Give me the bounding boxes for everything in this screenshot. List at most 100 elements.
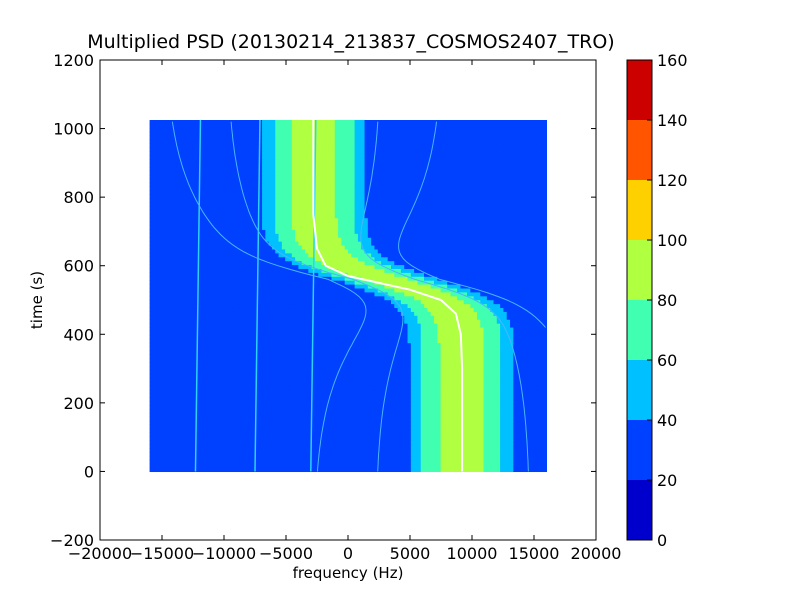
heatmap-cell <box>397 412 402 418</box>
heatmap-cell <box>232 358 237 363</box>
heatmap-cell <box>232 459 237 465</box>
heatmap-cell <box>338 311 342 316</box>
heatmap-cell <box>291 323 296 328</box>
heatmap-cell <box>242 362 247 367</box>
heatmap-cell <box>410 354 415 359</box>
heatmap-cell <box>348 424 352 430</box>
heatmap-cell <box>536 432 541 437</box>
heatmap-cell <box>357 436 362 441</box>
heatmap-cell <box>169 319 174 324</box>
heatmap-cell <box>176 354 180 359</box>
heatmap-cell <box>265 436 270 441</box>
heatmap-cell <box>176 385 180 391</box>
heatmap-cell <box>400 330 405 336</box>
heatmap-cell <box>242 319 247 324</box>
heatmap-cell <box>433 369 438 375</box>
heatmap-cell <box>248 401 253 406</box>
heatmap-cell <box>443 424 448 430</box>
heatmap-cell <box>500 315 505 320</box>
heatmap-cell <box>321 436 326 441</box>
heatmap-cell <box>245 455 250 461</box>
heatmap-cell <box>453 448 458 453</box>
heatmap-cell <box>377 346 382 351</box>
heatmap-cell <box>278 323 283 328</box>
heatmap-cell <box>433 408 438 414</box>
heatmap-cell <box>543 373 547 379</box>
heatmap-cell <box>374 448 379 453</box>
heatmap-cell <box>199 436 204 441</box>
heatmap-cell <box>364 408 369 414</box>
heatmap-cell <box>414 397 419 402</box>
heatmap-cell <box>205 319 210 324</box>
heatmap-cell <box>506 362 511 367</box>
heatmap-cell <box>361 358 366 363</box>
heatmap-cell <box>493 455 498 461</box>
heatmap-cell <box>338 385 342 391</box>
heatmap-cell <box>172 311 177 316</box>
heatmap-cell <box>262 319 266 324</box>
heatmap-cell <box>152 377 157 383</box>
heatmap-cell <box>351 362 356 367</box>
heatmap-cell <box>324 424 329 430</box>
heatmap-cell <box>199 420 204 426</box>
heatmap-cell <box>463 420 468 426</box>
heatmap-cell <box>285 338 290 344</box>
heatmap-cell <box>467 323 471 328</box>
heatmap-cell <box>390 451 395 457</box>
heatmap-cell <box>176 459 180 465</box>
heatmap-cell <box>314 381 319 387</box>
heatmap-cell <box>354 346 359 351</box>
heatmap-cell <box>205 381 210 387</box>
heatmap-cell <box>235 385 240 391</box>
heatmap-cell <box>219 338 223 344</box>
heatmap-cell <box>262 381 266 387</box>
heatmap-cell <box>397 350 402 355</box>
heatmap-cell <box>351 455 356 461</box>
heatmap-cell <box>503 338 508 344</box>
heatmap-cell <box>252 393 257 398</box>
heatmap-cell <box>275 436 280 441</box>
heatmap-cell <box>433 385 438 391</box>
heatmap-cell <box>288 369 293 375</box>
heatmap-cell <box>192 408 197 414</box>
heatmap-cell <box>248 463 253 469</box>
heatmap-cell <box>480 346 485 351</box>
heatmap-cell <box>159 420 164 426</box>
heatmap-cell <box>212 459 217 465</box>
heatmap-cell <box>222 451 227 457</box>
heatmap-cell <box>523 315 528 320</box>
heatmap-cell <box>159 451 164 457</box>
heatmap-cell <box>390 424 395 430</box>
heatmap-cell <box>437 440 442 445</box>
heatmap-cell <box>480 362 485 367</box>
heatmap-cell <box>523 459 528 465</box>
heatmap-cell <box>225 334 230 340</box>
heatmap-cell <box>228 424 233 430</box>
heatmap-cell <box>298 373 303 379</box>
heatmap-cell <box>450 338 455 344</box>
heatmap-cell <box>159 393 164 398</box>
heatmap-cell <box>420 436 425 441</box>
heatmap-cell <box>407 467 412 473</box>
heatmap-cell <box>453 455 458 461</box>
heatmap-cell <box>341 463 346 469</box>
heatmap-cell <box>185 377 190 383</box>
heatmap-cell <box>285 405 290 410</box>
heatmap-cell <box>473 342 478 348</box>
heatmap-cell <box>506 373 511 379</box>
heatmap-cell <box>242 326 247 332</box>
heatmap-cell <box>539 451 544 457</box>
heatmap-cell <box>351 323 356 328</box>
heatmap-cell <box>364 366 369 371</box>
heatmap-cell <box>268 381 273 387</box>
heatmap-cell <box>305 354 309 359</box>
heatmap-cell <box>172 338 177 344</box>
heatmap-cell <box>228 389 233 394</box>
heatmap-cell <box>238 432 243 437</box>
heatmap-cell <box>533 319 538 324</box>
heatmap-cell <box>533 334 538 340</box>
heatmap-cell <box>483 463 488 469</box>
heatmap-cell <box>235 393 240 398</box>
heatmap-cell <box>433 448 438 453</box>
heatmap-cell <box>407 315 412 320</box>
